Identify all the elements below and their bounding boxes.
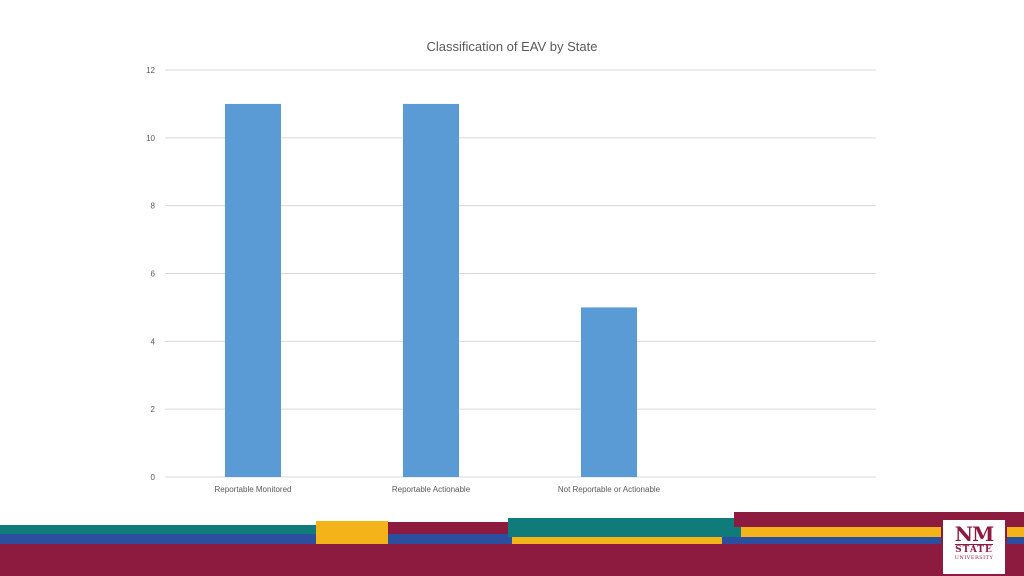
- y-tick-label: 8: [151, 202, 156, 211]
- footer-gold-right: [741, 527, 1024, 537]
- footer-maroon-base: [0, 544, 1024, 576]
- gridlines: [165, 69, 876, 478]
- y-tick-label: 0: [151, 473, 156, 482]
- footer-maroon-mid: [388, 522, 510, 534]
- footer-blue-left: [0, 534, 318, 544]
- y-tick-label: 6: [151, 270, 156, 279]
- x-category-label: Reportable Monitored: [215, 485, 292, 494]
- footer-teal-mid: [508, 518, 741, 537]
- footer-teal-left: [0, 525, 318, 534]
- y-tick-label: 12: [146, 66, 155, 75]
- logo-university: UNIVERSITY: [954, 555, 994, 561]
- bar-not-reportable-or-actionable: [581, 307, 637, 477]
- y-axis-ticks: 0 2 4 6 8 10 12: [146, 66, 155, 482]
- logo-state: STATE: [955, 544, 993, 555]
- x-axis-categories: Reportable Monitored Reportable Actionabl…: [215, 485, 661, 494]
- footer-color-band: [0, 512, 1024, 576]
- bar-reportable-monitored: [225, 103, 281, 478]
- footer-blue-mid: [388, 534, 513, 544]
- x-category-label: Reportable Actionable: [392, 485, 471, 494]
- footer-gold-mid: [512, 537, 722, 544]
- bars: [225, 103, 637, 478]
- footer-blue-right: [722, 537, 1024, 544]
- x-category-label: Not Reportable or Actionable: [558, 485, 661, 494]
- bar-reportable-actionable: [403, 103, 459, 478]
- logo-nm: NM: [954, 522, 994, 546]
- y-tick-label: 2: [151, 405, 156, 414]
- y-tick-label: 4: [151, 337, 156, 346]
- chart-title: Classification of EAV by State: [426, 39, 598, 54]
- y-tick-label: 10: [146, 134, 155, 143]
- footer-gold-block: [316, 521, 388, 544]
- nmsu-logo: NM STATE UNIVERSITY: [941, 518, 1007, 576]
